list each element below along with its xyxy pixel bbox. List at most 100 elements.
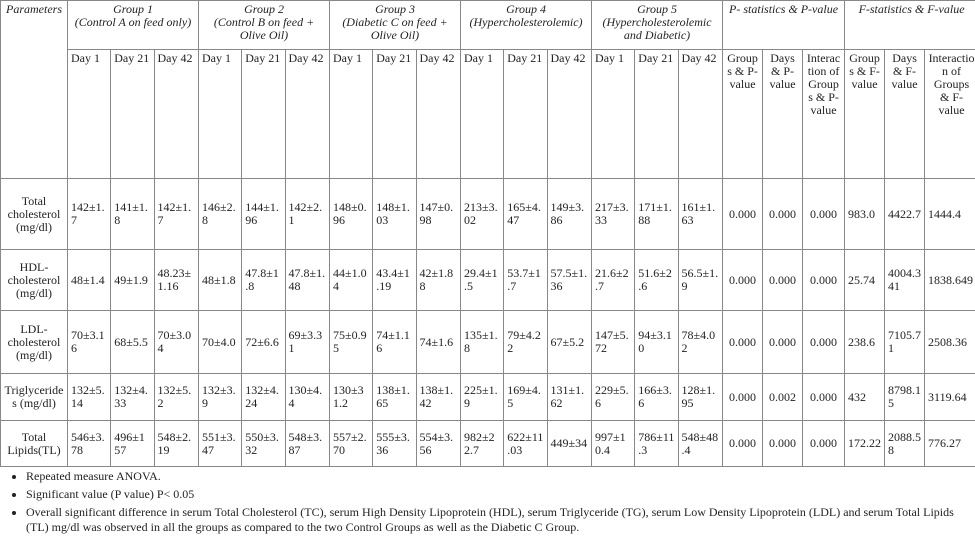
value-cell: 548±3.87 <box>284 420 331 467</box>
group-description: (Hypercholesterolemic) <box>469 15 583 29</box>
value-cell: 554±3.56 <box>415 420 462 467</box>
value-cell: 2508.36 <box>924 310 975 374</box>
parameter-header: Parameters <box>0 0 68 179</box>
sub-header: Day 42 <box>284 49 331 179</box>
value-cell: 496±157 <box>110 420 155 467</box>
value-cell: 0.000 <box>762 420 804 467</box>
sub-header: Days & P-value <box>762 49 804 179</box>
data-row: Triglycerides (mg/dl) 132±5.14 132±4.33 132… <box>0 373 975 421</box>
group-description: (Control B on feed + Olive Oil) <box>213 15 315 42</box>
value-cell: 49±1.9 <box>110 249 155 311</box>
value-cell: 1444.4 <box>924 178 975 250</box>
sub-header: Day 42 <box>546 49 593 179</box>
group-name: Group 3 <box>375 2 415 16</box>
value-cell: 0.002 <box>762 373 804 421</box>
parameter-cell: Triglycerides (mg/dl) <box>0 373 68 421</box>
group-header: Group 2 (Control B on feed + Olive Oil) <box>198 0 331 50</box>
parameter-cell: Total cholesterol (mg/dl) <box>0 178 68 250</box>
value-cell: 147±5.72 <box>591 310 636 374</box>
header-row: Parameters Group 1 (Control A on feed only… <box>0 0 975 179</box>
value-cell: 132±3.9 <box>198 373 243 421</box>
data-row: Total cholesterol (mg/dl) 142±1.7 141±1.8 1… <box>0 178 975 250</box>
value-cell: 0.000 <box>722 178 764 250</box>
value-cell: 551±3.47 <box>198 420 243 467</box>
group-header: Group 4 (Hypercholesterolemic) <box>460 0 593 50</box>
value-cell: 0.000 <box>802 420 846 467</box>
value-cell: 47.8±1.48 <box>284 249 331 311</box>
value-cell: 213±3.02 <box>460 178 505 250</box>
sub-header: Day 21 <box>503 49 548 179</box>
value-cell: 42±1.88 <box>415 249 462 311</box>
value-cell: 51.6±2.6 <box>634 249 679 311</box>
value-cell: 4422.7 <box>884 178 926 250</box>
value-cell: 8798.15 <box>884 373 926 421</box>
sub-header: Day 21 <box>372 49 417 179</box>
value-cell: 546±3.78 <box>66 420 112 467</box>
value-cell: 69±3.31 <box>284 310 331 374</box>
f-header: F-statistics & F-value <box>844 0 975 50</box>
note: Repeated measure ANOVA. <box>26 469 975 484</box>
value-cell: 432 <box>844 373 886 421</box>
parameter-cell: Total Lipids(TL) <box>0 420 68 467</box>
value-cell: 67±5.2 <box>546 310 593 374</box>
value-cell: 131±1.62 <box>546 373 593 421</box>
value-cell: 132±5.2 <box>153 373 200 421</box>
value-cell: 147±0.98 <box>415 178 462 250</box>
value-cell: 48.23±1.16 <box>153 249 200 311</box>
value-cell: 0.000 <box>722 373 764 421</box>
value-cell: 48±1.8 <box>198 249 243 311</box>
value-cell: 225±1.9 <box>460 373 505 421</box>
value-cell: 7105.71 <box>884 310 926 374</box>
value-cell: 4004.341 <box>884 249 926 311</box>
value-cell: 0.000 <box>722 420 764 467</box>
value-cell: 142±1.7 <box>153 178 200 250</box>
value-cell: 56.5±1.9 <box>677 249 724 311</box>
value-cell: 43.4±1.19 <box>372 249 417 311</box>
value-cell: 229±5.6 <box>591 373 636 421</box>
value-cell: 75±0.95 <box>329 310 374 374</box>
value-cell: 146±2.8 <box>198 178 243 250</box>
value-cell: 128±1.95 <box>677 373 724 421</box>
value-cell: 557±2.70 <box>329 420 374 467</box>
value-cell: 130±4.4 <box>284 373 331 421</box>
value-cell: 74±1.6 <box>415 310 462 374</box>
parameter-cell: LDL-cholesterol (mg/dl) <box>0 310 68 374</box>
sub-header: Day 42 <box>677 49 724 179</box>
value-cell: 148±1.03 <box>372 178 417 250</box>
value-cell: 1838.649 <box>924 249 975 311</box>
value-cell: 141±1.8 <box>110 178 155 250</box>
value-cell: 0.000 <box>802 249 846 311</box>
note: Significant value (P value) P< 0.05 <box>26 487 975 502</box>
sub-header: Day 42 <box>415 49 462 179</box>
sub-header: Day 1 <box>460 49 505 179</box>
sub-header: Day 21 <box>241 49 286 179</box>
value-cell: 138±1.42 <box>415 373 462 421</box>
value-cell: 0.000 <box>802 373 846 421</box>
group-name: Group 1 <box>113 2 153 16</box>
value-cell: 548±2.19 <box>153 420 200 467</box>
value-cell: 138±1.65 <box>372 373 417 421</box>
value-cell: 72±6.6 <box>241 310 286 374</box>
value-cell: 0.000 <box>762 249 804 311</box>
group-header: Group 5 (Hypercholesterolemic and Diabeti… <box>591 0 724 50</box>
sub-header: Days & F-value <box>884 49 926 179</box>
sub-header: Interaction of Groups & F-value <box>924 49 975 179</box>
value-cell: 48±1.4 <box>66 249 112 311</box>
value-cell: 0.000 <box>762 178 804 250</box>
sub-header: Day 1 <box>66 49 112 179</box>
value-cell: 622±11.03 <box>503 420 548 467</box>
value-cell: 0.000 <box>802 178 846 250</box>
value-cell: 142±1.7 <box>66 178 112 250</box>
notes-list: Repeated measure ANOVA. Significant value… <box>0 469 975 535</box>
value-cell: 135±1.8 <box>460 310 505 374</box>
value-cell: 25.74 <box>844 249 886 311</box>
value-cell: 555±3.36 <box>372 420 417 467</box>
value-cell: 0.000 <box>762 310 804 374</box>
value-cell: 29.4±1.5 <box>460 249 505 311</box>
value-cell: 47.8±1.8 <box>241 249 286 311</box>
data-row: LDL-cholesterol (mg/dl) 70±3.16 68±5.5 70±3… <box>0 310 975 374</box>
sub-header: Day 1 <box>198 49 243 179</box>
value-cell: 2088.58 <box>884 420 926 467</box>
value-cell: 983.0 <box>844 178 886 250</box>
